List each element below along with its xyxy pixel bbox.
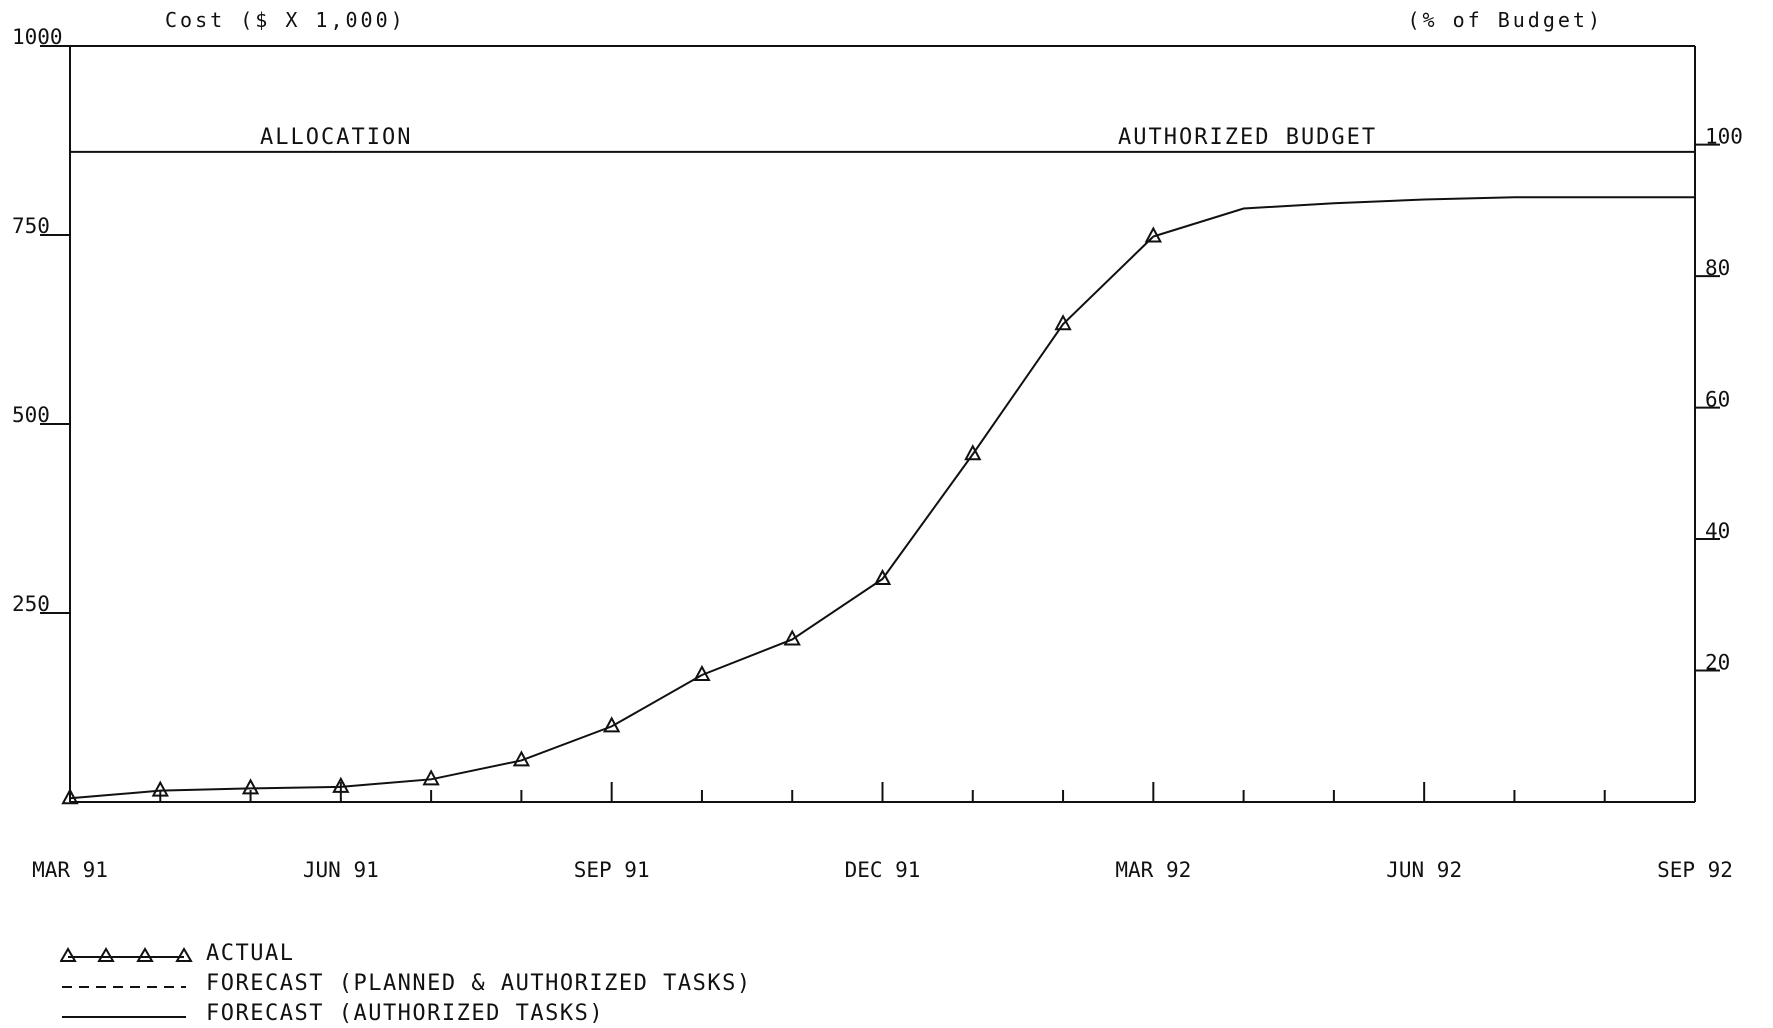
right-axis-title: (% of Budget) (1407, 8, 1603, 32)
data-point-actual-7 (693, 664, 711, 681)
data-point-actual-3 (332, 776, 350, 793)
data-point-actual-6 (602, 716, 621, 733)
y-right-tick-label-2: 60 (1705, 388, 1730, 412)
x-tick-label-2: SEP 91 (574, 858, 650, 882)
data-point-actual-10 (964, 444, 982, 461)
data-point-actual-5 (512, 750, 531, 767)
y-left-tick-label-2: 500 (12, 403, 50, 427)
x-tick-label-5: JUN 92 (1386, 858, 1462, 882)
y-right-tick-label-0: 100 (1705, 125, 1743, 149)
data-point-actual-1 (151, 780, 169, 797)
legend-item-actual: ACTUAL (60, 938, 752, 968)
legend-label-forecast-planned: FORECAST (PLANNED & AUTHORIZED TASKS) (206, 970, 752, 996)
legend-swatch-actual (60, 947, 193, 962)
reference-label-allocation: ALLOCATION (260, 125, 412, 150)
data-point-actual-8 (783, 629, 801, 646)
x-tick-label-6: SEP 92 (1657, 858, 1733, 882)
y-right-tick-label-4: 20 (1705, 651, 1730, 675)
legend-swatch-forecast-planned (62, 986, 186, 988)
data-point-actual-4 (422, 769, 440, 786)
x-tick-label-4: MAR 92 (1115, 858, 1191, 882)
legend-label-forecast-authorized: FORECAST (AUTHORIZED TASKS) (206, 1000, 605, 1026)
series-line-actual (69, 235, 1155, 800)
y-left-tick-label-3: 250 (12, 592, 50, 616)
y-left-tick-label-1: 750 (12, 214, 50, 238)
data-point-actual-0 (61, 788, 79, 805)
data-point-actual-9 (873, 568, 892, 585)
reference-label-authorized-budget: AUTHORIZED BUDGET (1118, 125, 1377, 150)
y-right-tick-label-1: 80 (1705, 256, 1730, 280)
left-axis-title: Cost ($ X 1,000) (165, 8, 406, 32)
legend: ACTUAL FORECAST (PLANNED & AUTHORIZED TA… (60, 938, 752, 1028)
data-point-actual-11 (1054, 314, 1072, 331)
legend-swatch-forecast-authorized (62, 1016, 186, 1018)
legend-item-forecast-planned: FORECAST (PLANNED & AUTHORIZED TASKS) (60, 968, 752, 998)
legend-label-actual: ACTUAL (206, 940, 295, 966)
series-line-forecast-authorized (1153, 196, 1695, 238)
x-tick-label-1: JUN 91 (303, 858, 379, 882)
legend-item-forecast-authorized: FORECAST (AUTHORIZED TASKS) (60, 998, 752, 1028)
y-right-tick-label-3: 40 (1705, 519, 1730, 543)
x-tick-label-0: MAR 91 (32, 858, 108, 882)
data-point-actual-2 (241, 778, 260, 795)
y-left-tick-label-0: 1000 (12, 25, 63, 49)
x-tick-label-3: DEC 91 (845, 858, 921, 882)
